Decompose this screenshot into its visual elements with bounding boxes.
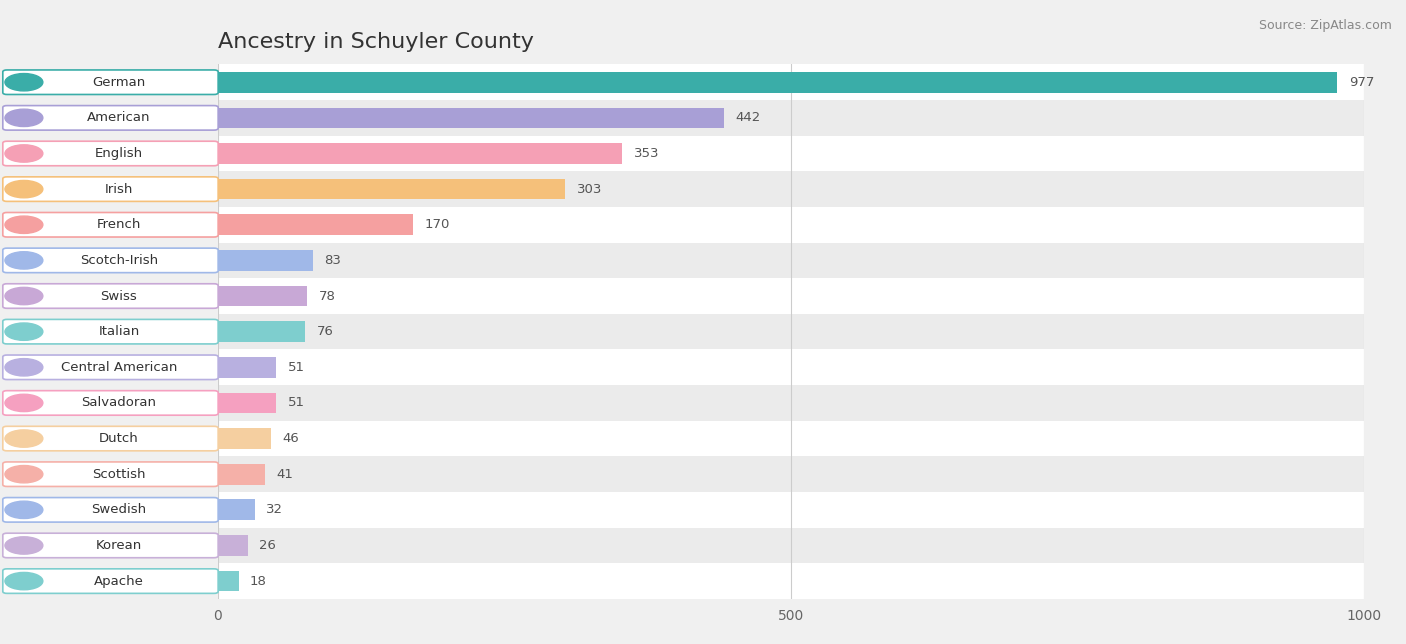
Bar xyxy=(218,350,1364,385)
Text: American: American xyxy=(87,111,150,124)
Bar xyxy=(218,171,1364,207)
Bar xyxy=(218,108,724,128)
Text: 51: 51 xyxy=(288,361,305,374)
Bar xyxy=(218,464,264,484)
Text: Central American: Central American xyxy=(60,361,177,374)
Text: Korean: Korean xyxy=(96,539,142,552)
Bar xyxy=(218,207,1364,243)
Bar xyxy=(218,143,623,164)
Bar xyxy=(218,564,1364,599)
Text: 46: 46 xyxy=(283,432,299,445)
Text: 977: 977 xyxy=(1348,76,1374,89)
Bar xyxy=(218,385,1364,421)
Text: 83: 83 xyxy=(325,254,342,267)
Bar xyxy=(218,72,1337,93)
Bar xyxy=(218,500,254,520)
Bar xyxy=(218,286,308,307)
Text: Source: ZipAtlas.com: Source: ZipAtlas.com xyxy=(1258,19,1392,32)
Text: Swedish: Swedish xyxy=(91,504,146,516)
Text: 78: 78 xyxy=(319,290,336,303)
Text: 51: 51 xyxy=(288,397,305,410)
Text: 32: 32 xyxy=(266,504,283,516)
Text: Irish: Irish xyxy=(104,183,134,196)
Text: Apache: Apache xyxy=(94,574,143,587)
Bar xyxy=(218,278,1364,314)
Text: 170: 170 xyxy=(425,218,450,231)
Bar xyxy=(218,64,1364,100)
Text: Scotch-Irish: Scotch-Irish xyxy=(80,254,157,267)
Text: 18: 18 xyxy=(250,574,267,587)
Text: Italian: Italian xyxy=(98,325,139,338)
Bar xyxy=(218,136,1364,171)
Text: German: German xyxy=(93,76,146,89)
Text: 41: 41 xyxy=(277,468,294,480)
Bar xyxy=(218,428,270,449)
Text: English: English xyxy=(94,147,143,160)
Bar xyxy=(218,321,305,342)
Bar xyxy=(218,571,239,591)
Bar xyxy=(218,457,1364,492)
Text: French: French xyxy=(97,218,141,231)
Bar xyxy=(218,250,314,270)
Text: 26: 26 xyxy=(259,539,276,552)
Bar xyxy=(218,357,277,377)
Bar xyxy=(218,214,413,235)
Bar xyxy=(218,535,247,556)
Text: 303: 303 xyxy=(576,183,602,196)
Text: 76: 76 xyxy=(316,325,333,338)
Text: Ancestry in Schuyler County: Ancestry in Schuyler County xyxy=(218,32,534,52)
Bar xyxy=(218,179,565,200)
Text: Swiss: Swiss xyxy=(101,290,138,303)
Bar xyxy=(218,527,1364,564)
Bar xyxy=(218,492,1364,527)
Text: 442: 442 xyxy=(735,111,761,124)
Text: Dutch: Dutch xyxy=(98,432,139,445)
Text: Scottish: Scottish xyxy=(93,468,146,480)
Bar xyxy=(218,243,1364,278)
Bar xyxy=(218,393,277,413)
Text: Salvadoran: Salvadoran xyxy=(82,397,156,410)
Bar xyxy=(218,421,1364,457)
Text: 353: 353 xyxy=(634,147,659,160)
Bar xyxy=(218,314,1364,350)
Bar xyxy=(218,100,1364,136)
